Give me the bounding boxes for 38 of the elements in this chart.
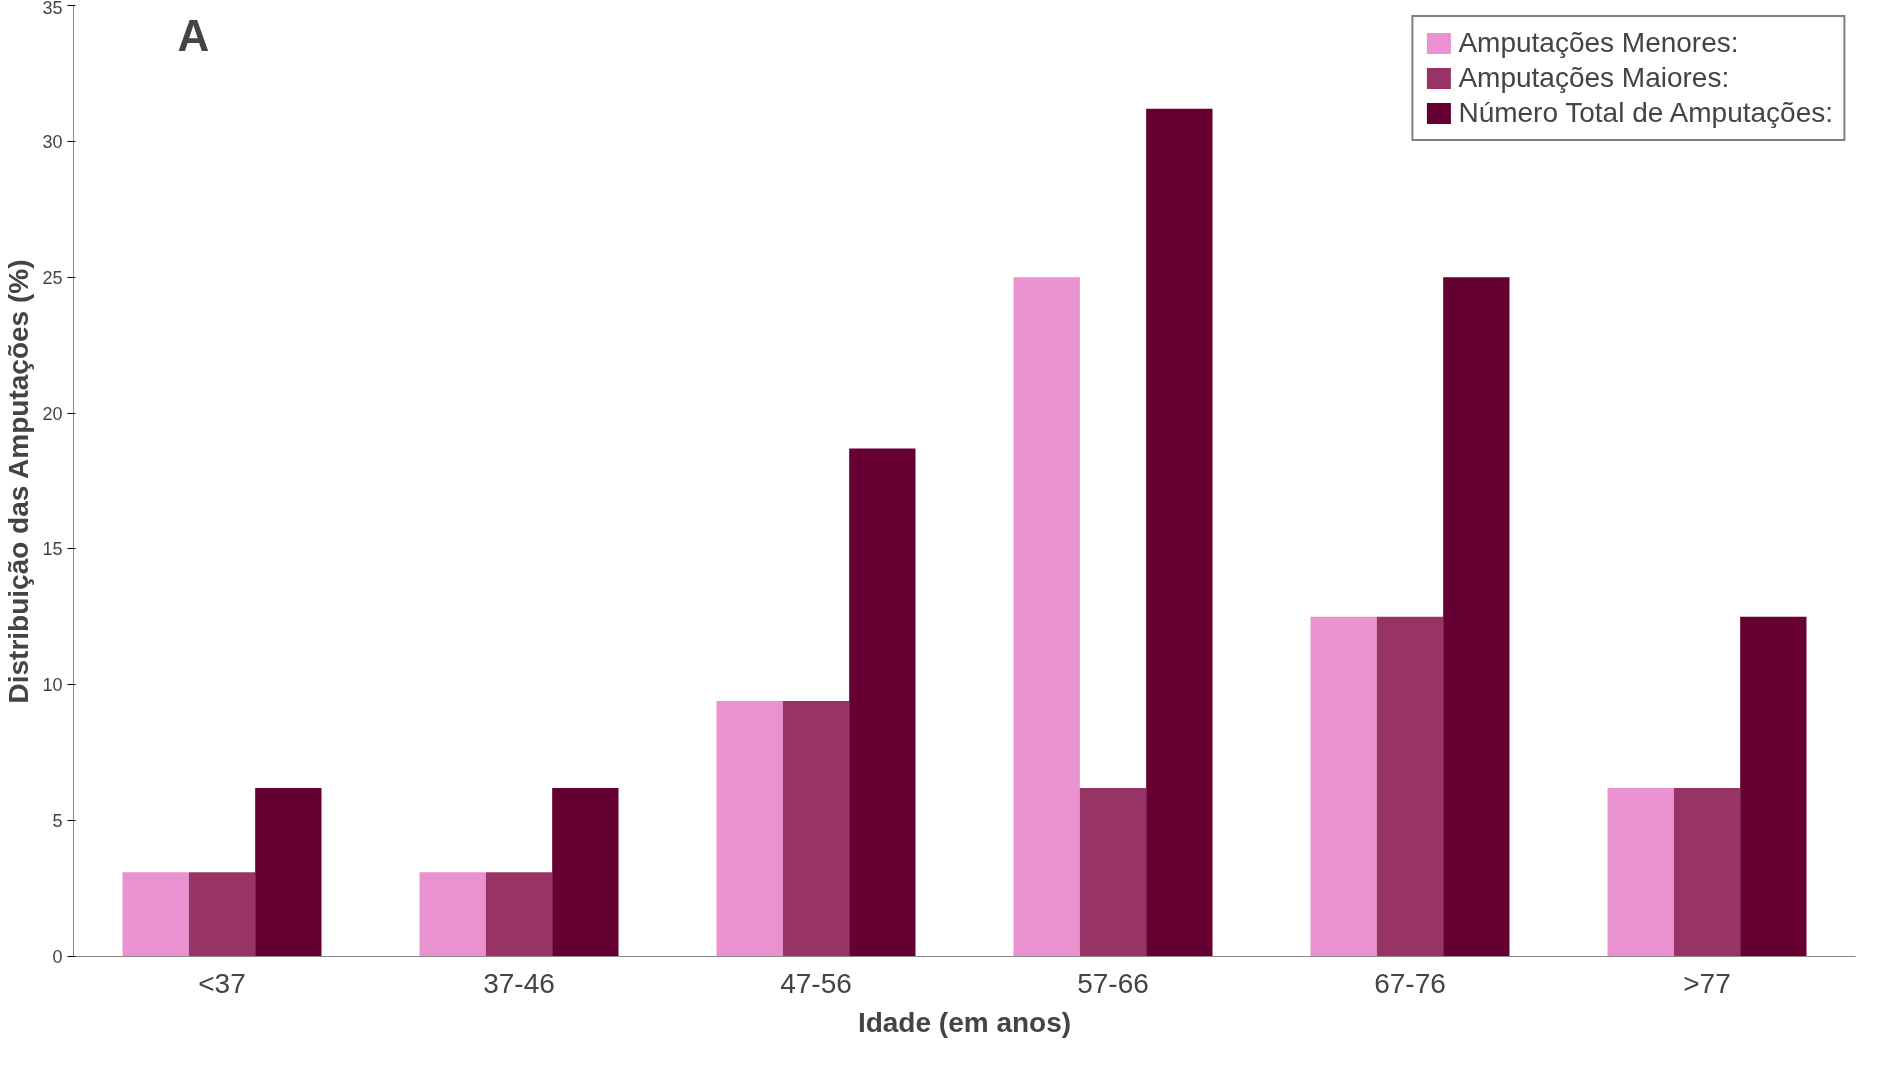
bar xyxy=(485,872,553,957)
bar xyxy=(1443,277,1510,957)
bar xyxy=(1310,616,1377,957)
y-tick-label: 20 xyxy=(42,403,63,424)
x-tick-label: 67-76 xyxy=(1374,967,1446,999)
y-tick-label: 0 xyxy=(52,947,63,967)
y-tick-label: 15 xyxy=(42,539,63,560)
annotation: A xyxy=(177,10,210,60)
legend-label: Amputações Menores: xyxy=(1458,27,1739,59)
y-axis-title: Distribuição das Amputações (%) xyxy=(3,259,35,704)
bar xyxy=(1146,108,1213,957)
bar xyxy=(1740,616,1807,957)
bar xyxy=(1079,788,1147,957)
x-tick-label: >77 xyxy=(1683,967,1731,999)
bar xyxy=(1013,277,1080,957)
bar xyxy=(849,448,916,957)
x-axis-title: Idade (em anos) xyxy=(857,1006,1072,1038)
y-tick-label: 30 xyxy=(42,131,63,152)
y-tick-label: 25 xyxy=(42,267,63,288)
bar xyxy=(419,872,486,957)
x-tick-label: 37-46 xyxy=(483,967,555,999)
bar xyxy=(782,701,850,957)
bar xyxy=(122,872,189,957)
bar xyxy=(1607,788,1674,957)
x-tick-label: 57-66 xyxy=(1077,967,1149,999)
y-tick-label: 5 xyxy=(52,811,63,832)
bar xyxy=(1673,788,1741,957)
bar xyxy=(255,788,322,957)
x-tick-label: 47-56 xyxy=(780,967,852,999)
y-tick-label: 10 xyxy=(42,675,63,696)
bar xyxy=(552,788,619,957)
legend-label: Amputações Maiores: xyxy=(1458,62,1730,94)
bar xyxy=(188,872,256,957)
bar xyxy=(716,701,783,957)
x-tick-label: <37 xyxy=(198,967,246,999)
y-tick-label: 35 xyxy=(42,0,63,18)
bar xyxy=(1376,616,1444,957)
legend-label: Número Total de Amputações: xyxy=(1458,97,1833,129)
